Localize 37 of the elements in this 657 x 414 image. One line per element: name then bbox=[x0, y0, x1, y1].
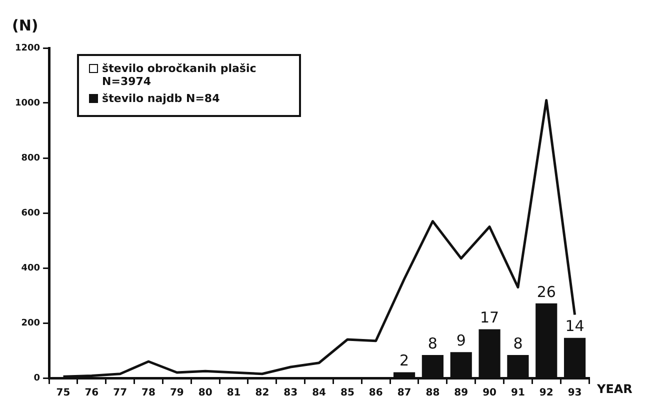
x-tick-label: 87 bbox=[397, 388, 412, 399]
x-tick-label: 85 bbox=[340, 388, 354, 399]
x-tick-label: 77 bbox=[113, 388, 128, 399]
data-label: 8 bbox=[428, 334, 438, 352]
y-tick-label: 600 bbox=[21, 208, 40, 218]
x-tick-label: 78 bbox=[142, 388, 156, 399]
data-label: 8 bbox=[513, 334, 523, 352]
x-tick-label: 90 bbox=[482, 388, 497, 399]
y-tick-label: 1200 bbox=[14, 43, 40, 54]
data-label: 26 bbox=[536, 282, 556, 301]
legend-label: število obročkanih plašic N=3974 bbox=[102, 62, 258, 88]
legend-label: število najdb N=84 bbox=[102, 92, 220, 105]
x-tick-label: 80 bbox=[198, 388, 212, 399]
x-tick-label: 83 bbox=[284, 388, 298, 399]
data-label: 2 bbox=[400, 352, 410, 370]
y-tick-label: 0 bbox=[34, 373, 40, 384]
x-tick-label: 82 bbox=[255, 388, 270, 399]
x-tick-label: 89 bbox=[454, 388, 468, 399]
x-tick-label: 84 bbox=[312, 388, 326, 399]
y-tick-label: 200 bbox=[21, 318, 40, 328]
x-tick-label: 79 bbox=[170, 388, 184, 399]
data-label: 17 bbox=[480, 308, 500, 327]
data-label: 9 bbox=[456, 332, 466, 350]
y-tick-label: 800 bbox=[21, 153, 40, 164]
y-tick-label: 400 bbox=[21, 263, 40, 274]
x-tick-label: 93 bbox=[568, 388, 582, 399]
x-tick-label: 86 bbox=[368, 388, 383, 399]
x-tick-label: 88 bbox=[426, 388, 440, 399]
y-tick-label: 1000 bbox=[14, 98, 40, 108]
data-label: 14 bbox=[565, 317, 584, 336]
x-tick-label: 76 bbox=[84, 388, 99, 399]
x-tick-label: 75 bbox=[56, 388, 70, 399]
x-axis-title: YEAR bbox=[596, 382, 632, 396]
x-tick-label: 92 bbox=[539, 388, 554, 399]
y-axis-title: (N) bbox=[12, 16, 38, 34]
x-tick-label: 81 bbox=[226, 388, 241, 399]
x-tick-label: 91 bbox=[510, 388, 525, 399]
